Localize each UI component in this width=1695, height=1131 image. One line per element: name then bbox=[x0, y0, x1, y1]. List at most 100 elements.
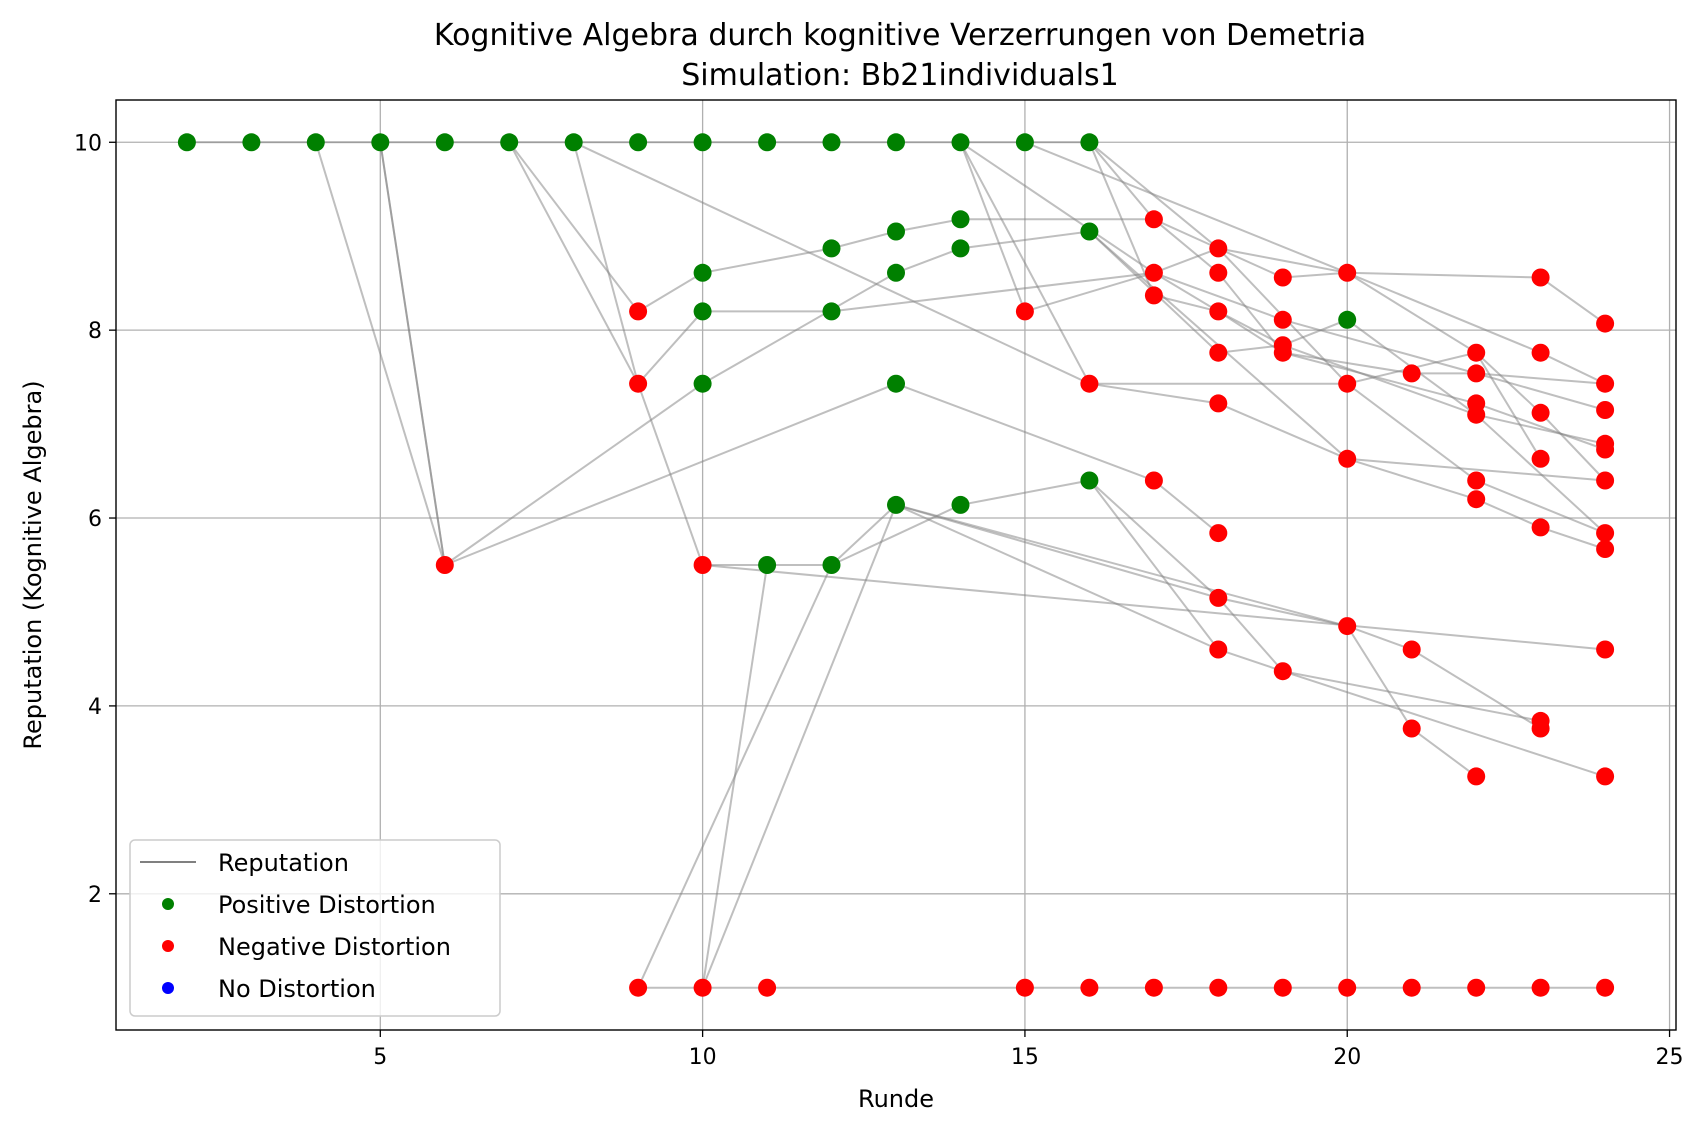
legend-marker-negative bbox=[162, 940, 174, 952]
data-point-negative bbox=[1467, 978, 1486, 997]
data-point-positive bbox=[822, 556, 841, 574]
data-point-negative bbox=[1596, 978, 1615, 997]
data-point-positive bbox=[693, 133, 712, 152]
data-point-negative bbox=[1596, 440, 1615, 459]
data-point-negative bbox=[1596, 524, 1615, 543]
data-point-negative bbox=[1467, 490, 1486, 509]
data-point-negative bbox=[1596, 401, 1615, 419]
data-point-negative bbox=[1080, 374, 1099, 393]
data-point-negative bbox=[1596, 540, 1615, 558]
data-point-negative bbox=[1209, 394, 1228, 413]
data-point-negative bbox=[1209, 640, 1228, 659]
data-point-positive bbox=[242, 133, 261, 152]
data-point-negative bbox=[1402, 640, 1421, 659]
data-point-negative bbox=[1273, 310, 1292, 329]
x-axis: 5 10 15 20 25 bbox=[373, 1030, 1684, 1070]
data-point-negative bbox=[1596, 767, 1615, 786]
data-point-positive bbox=[1080, 471, 1099, 490]
data-point-negative bbox=[1531, 449, 1550, 468]
legend-label-negative: Negative Distortion bbox=[218, 933, 451, 961]
data-point-negative bbox=[1273, 268, 1292, 287]
y-tick-label: 4 bbox=[88, 695, 102, 720]
data-point-negative bbox=[693, 978, 712, 997]
legend-marker-none bbox=[162, 982, 174, 994]
data-point-negative bbox=[629, 374, 648, 393]
data-point-negative bbox=[1209, 263, 1228, 282]
data-point-positive bbox=[1015, 133, 1034, 152]
data-point-positive bbox=[887, 263, 905, 282]
x-tick-label: 10 bbox=[689, 1045, 717, 1070]
data-point-positive bbox=[887, 374, 905, 393]
data-point-negative bbox=[1467, 364, 1486, 383]
data-point-negative bbox=[1144, 263, 1163, 282]
data-point-negative bbox=[1596, 314, 1615, 333]
data-point-positive bbox=[306, 133, 325, 152]
data-point-negative bbox=[1209, 239, 1228, 258]
chart-subtitle: Simulation: Bb21individuals1 bbox=[681, 58, 1119, 93]
data-point-positive bbox=[500, 133, 519, 152]
data-point-negative bbox=[1402, 719, 1421, 738]
data-points bbox=[177, 133, 1615, 997]
data-point-negative bbox=[1596, 374, 1615, 393]
data-point-negative bbox=[1273, 978, 1292, 997]
data-point-negative bbox=[1467, 405, 1486, 424]
data-point-negative bbox=[758, 978, 777, 997]
y-axis-label: Reputation (Kognitive Algebra) bbox=[19, 380, 47, 749]
data-point-positive bbox=[693, 302, 712, 321]
data-point-positive bbox=[758, 556, 777, 574]
data-point-negative bbox=[1144, 286, 1163, 305]
data-point-negative bbox=[1596, 640, 1615, 659]
data-point-positive bbox=[435, 133, 454, 152]
y-tick-label: 8 bbox=[88, 319, 102, 344]
data-point-positive bbox=[951, 210, 970, 229]
reputation-line bbox=[702, 564, 1606, 651]
reputation-line bbox=[831, 479, 1220, 651]
reputation-line bbox=[379, 142, 446, 566]
data-point-negative bbox=[1467, 767, 1486, 786]
data-point-negative bbox=[1467, 471, 1486, 490]
y-axis: 2 4 6 8 10 bbox=[74, 131, 116, 908]
data-point-positive bbox=[1338, 310, 1357, 329]
data-point-positive bbox=[822, 302, 841, 321]
data-point-negative bbox=[1596, 471, 1615, 490]
data-point-negative bbox=[693, 556, 712, 574]
data-point-positive bbox=[177, 133, 196, 152]
data-point-negative bbox=[1015, 302, 1034, 321]
data-point-negative bbox=[1144, 978, 1163, 997]
x-tick-label: 20 bbox=[1333, 1045, 1361, 1070]
data-point-negative bbox=[1338, 617, 1357, 636]
data-point-negative bbox=[1144, 210, 1163, 229]
data-point-negative bbox=[1209, 302, 1228, 321]
y-tick-label: 2 bbox=[88, 883, 102, 908]
data-point-negative bbox=[1531, 403, 1550, 422]
data-point-positive bbox=[371, 133, 390, 152]
data-point-negative bbox=[1531, 268, 1550, 287]
reputation-line bbox=[701, 564, 769, 988]
data-point-negative bbox=[1273, 662, 1292, 681]
x-axis-label: Runde bbox=[858, 1085, 934, 1113]
legend-marker-positive bbox=[162, 898, 174, 910]
data-point-negative bbox=[1531, 719, 1550, 738]
data-point-negative bbox=[1209, 978, 1228, 997]
legend-label-reputation: Reputation bbox=[218, 849, 349, 877]
data-point-negative bbox=[1209, 524, 1228, 543]
data-point-positive bbox=[951, 133, 970, 152]
data-point-positive bbox=[887, 222, 905, 241]
x-tick-label: 15 bbox=[1011, 1045, 1039, 1070]
chart-title: Kognitive Algebra durch kognitive Verzer… bbox=[434, 18, 1366, 53]
x-tick-label: 25 bbox=[1656, 1045, 1684, 1070]
data-point-negative bbox=[1338, 449, 1357, 468]
data-point-positive bbox=[951, 495, 970, 514]
data-point-negative bbox=[1402, 364, 1421, 383]
data-point-negative bbox=[435, 556, 454, 574]
y-tick-label: 6 bbox=[88, 507, 102, 532]
data-point-negative bbox=[629, 302, 648, 321]
x-tick-label: 5 bbox=[373, 1045, 387, 1070]
data-point-negative bbox=[629, 978, 648, 997]
reputation-line bbox=[895, 503, 1542, 730]
data-point-negative bbox=[1080, 978, 1099, 997]
data-point-positive bbox=[1080, 222, 1099, 241]
data-point-negative bbox=[1273, 343, 1292, 362]
data-point-positive bbox=[564, 133, 583, 152]
